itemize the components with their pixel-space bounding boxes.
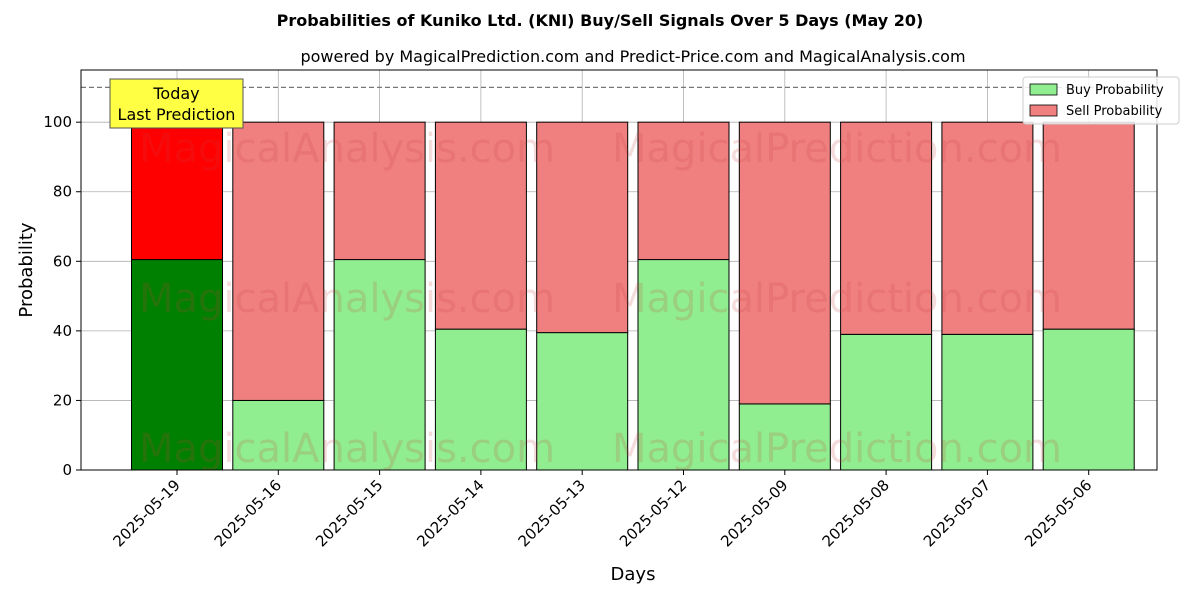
- plot-frame: [80, 69, 1158, 471]
- bar-buy: [738, 403, 831, 471]
- bar-buy: [333, 259, 426, 471]
- bar-buy: [536, 332, 629, 471]
- bar-sell: [434, 121, 527, 330]
- bar-sell: [840, 121, 933, 335]
- watermark-text: MagicalPrediction.com: [612, 276, 1062, 322]
- bar-sell: [941, 121, 1034, 335]
- bar-buy: [637, 259, 730, 471]
- bar-buy: [232, 399, 325, 471]
- annotation-box: [109, 78, 244, 129]
- legend-label: Buy Probability: [1066, 83, 1164, 98]
- y-axis-label: Probability: [16, 222, 37, 317]
- bar-sell: [1042, 121, 1135, 330]
- bar-sell: [637, 121, 730, 261]
- watermark-layer: MagicalAnalysis.com MagicalPrediction.com…: [139, 126, 1062, 472]
- legend-box: [1022, 76, 1180, 125]
- y-tick-label: 60: [53, 252, 72, 270]
- watermark-text: MagicalAnalysis.com: [139, 126, 555, 172]
- chart-title: Probabilities of Kuniko Ltd. (KNI) Buy/S…: [277, 11, 924, 30]
- y-tick-label: 20: [53, 391, 72, 409]
- y-tick-label: 80: [53, 183, 72, 201]
- watermark-text: MagicalAnalysis.com: [139, 276, 555, 322]
- today-annotation: Today Last Prediction: [109, 78, 244, 129]
- chart-subtitle: powered by MagicalPrediction.com and Pre…: [300, 47, 965, 66]
- bar-sell: [738, 121, 831, 405]
- bar-sell: [232, 121, 325, 401]
- y-tick-label: 40: [53, 322, 72, 340]
- x-axis-label: Days: [611, 564, 656, 585]
- y-axis-ticks: 0 20 40 60 80 100: [43, 113, 81, 479]
- legend: Buy Probability Sell Probability: [1022, 76, 1180, 125]
- watermark-text: MagicalPrediction.com: [612, 126, 1062, 172]
- legend-label: Sell Probability: [1066, 104, 1163, 119]
- bar-layer: [131, 121, 1135, 471]
- bar-sell: [333, 121, 426, 261]
- watermark-text: MagicalAnalysis.com: [139, 426, 555, 472]
- annotation-line-last-prediction: Last Prediction: [118, 105, 236, 124]
- bar-sell: [131, 121, 223, 261]
- legend-swatch: [1029, 83, 1058, 96]
- watermark-text: MagicalPrediction.com: [612, 426, 1062, 472]
- y-tick-label: 100: [43, 113, 72, 131]
- legend-swatch: [1029, 104, 1058, 117]
- bar-sell: [536, 121, 629, 334]
- y-tick-label: 0: [62, 461, 72, 479]
- bar-buy: [941, 333, 1034, 471]
- annotation-line-today: Today: [152, 84, 199, 103]
- bar-buy: [1042, 328, 1135, 471]
- bar-buy: [434, 328, 527, 471]
